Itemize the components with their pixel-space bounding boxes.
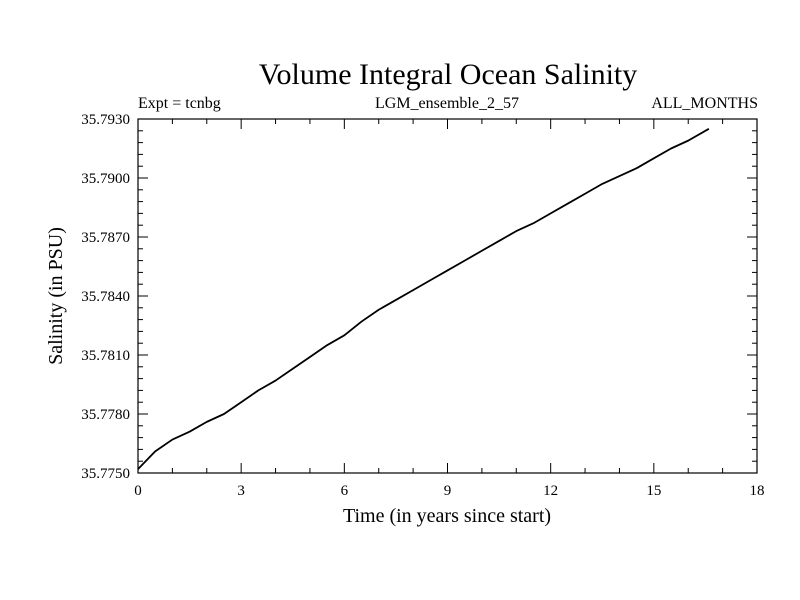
experiment-label: Expt = tcnbg (138, 95, 221, 112)
y-tick-label: 35.7930 (81, 112, 130, 128)
chart-title: Volume Integral Ocean Salinity (259, 58, 638, 91)
y-tick-label: 35.7750 (81, 466, 130, 482)
x-tick-label: 15 (646, 483, 661, 499)
x-tick-label: 18 (750, 483, 765, 499)
y-axis-label: Salinity (in PSU) (45, 227, 67, 365)
y-tick-label: 35.7840 (81, 289, 130, 305)
x-tick-label: 9 (444, 483, 452, 499)
x-tick-label: 3 (237, 483, 245, 499)
y-tick-label: 35.7900 (81, 171, 130, 187)
x-tick-label: 0 (134, 483, 142, 499)
months-label: ALL_MONTHS (651, 95, 758, 112)
x-tick-label: 6 (341, 483, 349, 499)
y-tick-label: 35.7810 (81, 348, 130, 364)
plot-frame (137, 118, 758, 474)
x-tick-labels: 0 3 6 9 12 15 18 (134, 483, 764, 499)
y-tick-labels: 35.7750 35.7780 35.7810 35.7840 35.7870 35.79… (81, 112, 130, 482)
y-tick-label: 35.7780 (81, 407, 130, 423)
x-tick-label: 12 (543, 483, 558, 499)
salinity-series-line (137, 128, 710, 470)
y-tick-label: 35.7870 (81, 230, 130, 246)
ensemble-label: LGM_ensemble_2_57 (375, 95, 519, 112)
x-axis-label: Time (in years since start) (343, 505, 551, 527)
axis-ticks (137, 118, 758, 474)
